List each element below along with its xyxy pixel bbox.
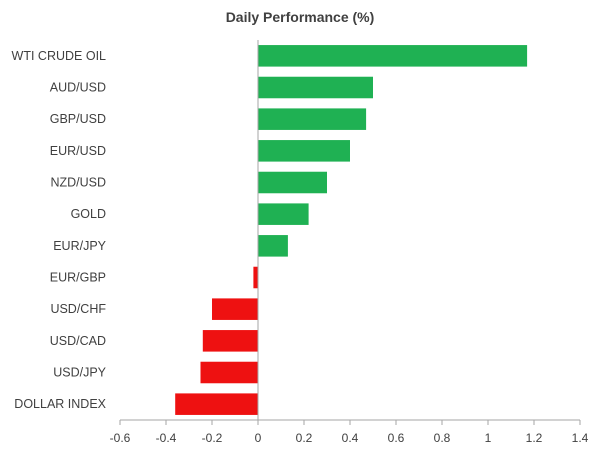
x-tick-label: -0.4 — [156, 431, 177, 445]
x-tick-label: 0.4 — [342, 431, 359, 445]
x-tick-label: 1.4 — [572, 431, 589, 445]
bar-gold — [258, 203, 309, 225]
axis-layer — [119, 40, 581, 425]
x-tick-label: 0.8 — [434, 431, 451, 445]
category-label: GOLD — [71, 207, 106, 221]
x-tick-label: -0.2 — [202, 431, 223, 445]
bar-usd-cad — [202, 330, 258, 352]
category-label: AUD/USD — [50, 81, 106, 95]
category-label: NZD/USD — [50, 176, 106, 190]
bar-usd-jpy — [200, 361, 258, 384]
x-tick-label: 0.6 — [388, 431, 405, 445]
bar-gbp-usd — [258, 108, 367, 130]
bar-eur-jpy — [258, 235, 288, 257]
tick-labels: -0.6 -0.4 -0.2 0 0.2 0.4 0.6 0.8 1 1.2 1.4 — [110, 431, 589, 445]
bar-nzd-usd — [258, 171, 327, 194]
x-tick-label: -0.6 — [110, 431, 131, 445]
x-tick-label: 0.2 — [296, 431, 313, 445]
chart-title: Daily Performance (%) — [226, 9, 375, 25]
bar-dollar-index — [175, 393, 258, 415]
bars-layer — [175, 45, 528, 415]
x-tick-label: 0 — [255, 431, 262, 445]
bar-wti-crude-oil — [258, 45, 528, 67]
category-label: DOLLAR INDEX — [14, 397, 106, 411]
category-label: USD/JPY — [53, 366, 106, 380]
x-tick-label: 1.2 — [526, 431, 543, 445]
bar-usd-chf — [212, 298, 258, 320]
category-label: WTI CRUDE OIL — [12, 49, 106, 63]
category-label: USD/CAD — [50, 334, 106, 348]
category-label: EUR/GBP — [50, 271, 106, 285]
bar-eur-gbp — [253, 266, 258, 289]
bar-eur-usd — [258, 140, 350, 162]
bar-aud-usd — [258, 76, 373, 99]
category-label: USD/CHF — [50, 302, 106, 316]
x-tick-label: 1 — [485, 431, 492, 445]
category-labels: WTI CRUDE OIL AUD/USD GBP/USD EUR/USD NZD/US… — [12, 49, 107, 411]
category-label: EUR/JPY — [53, 239, 106, 253]
category-label: EUR/USD — [50, 144, 106, 158]
category-label: GBP/USD — [50, 112, 106, 126]
